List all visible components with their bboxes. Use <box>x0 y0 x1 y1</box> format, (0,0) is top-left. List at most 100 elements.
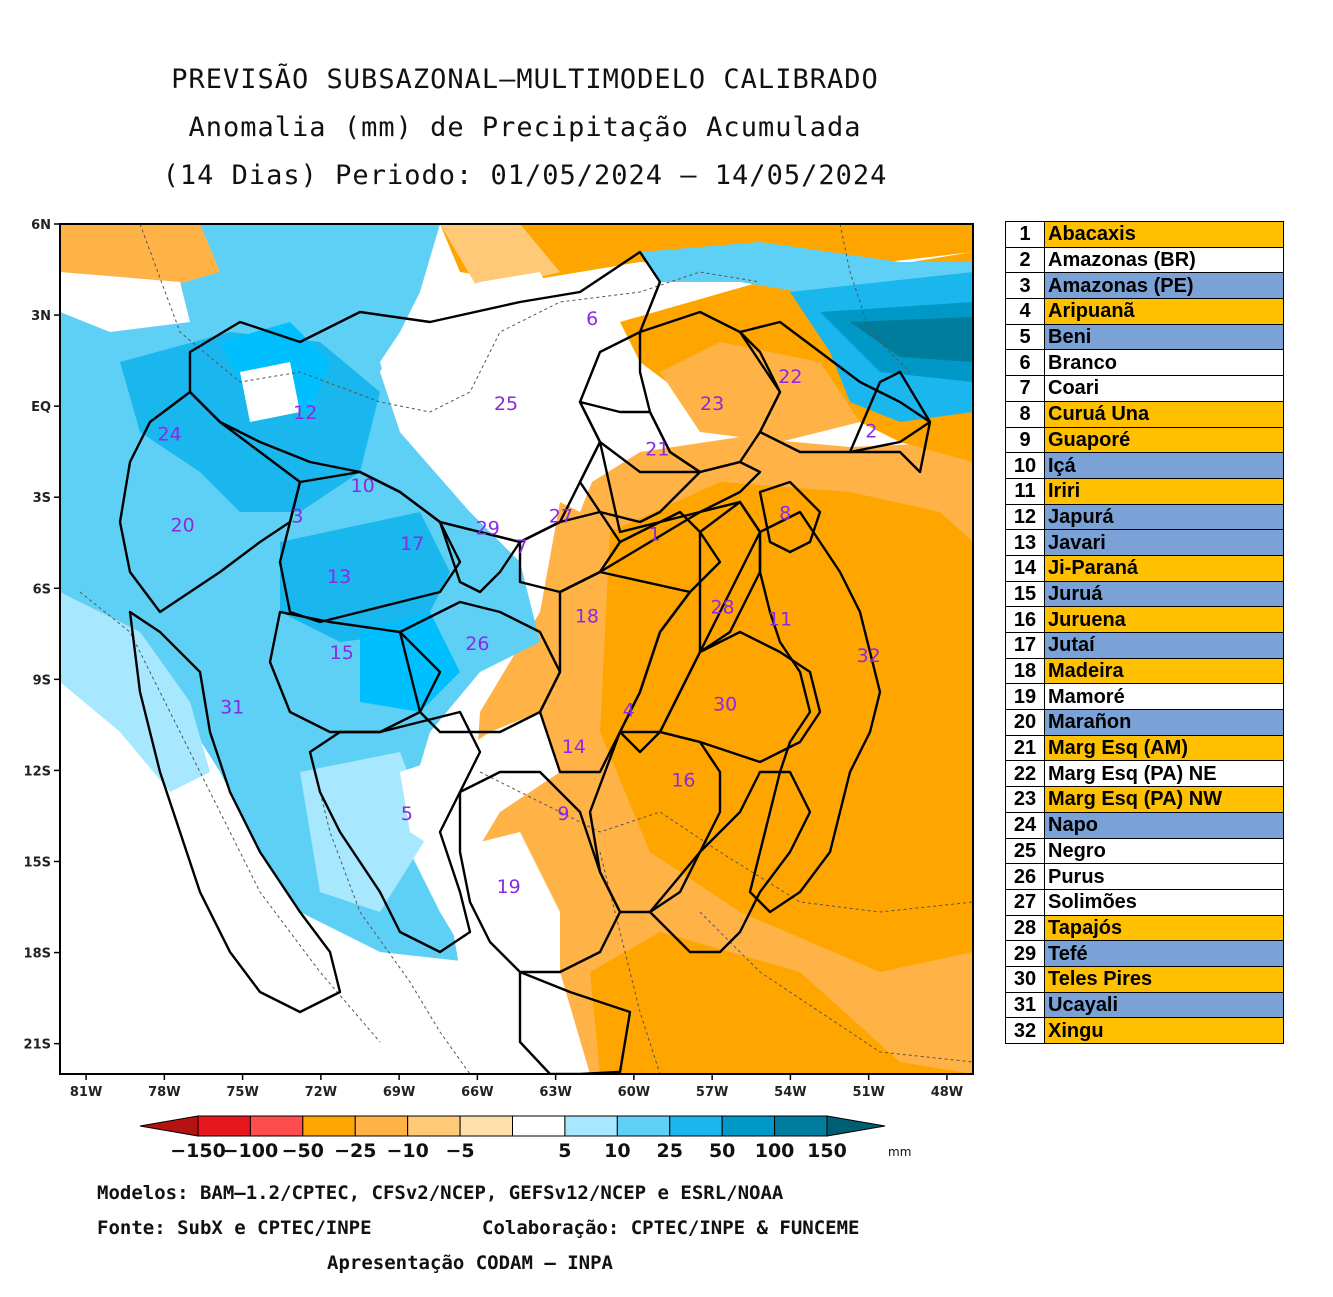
lon-tick-label: 78W <box>148 1085 180 1100</box>
legend-row-9: 9 Guaporé <box>1005 426 1284 454</box>
legend-basin-name: Marg Esq (PA) NW <box>1044 786 1284 813</box>
legend-basin-name: Marañon <box>1044 709 1284 736</box>
legend-number: 6 <box>1005 349 1045 377</box>
legend-number: 14 <box>1005 554 1045 582</box>
colorbar-high-extension <box>826 1115 886 1137</box>
legend-number: 4 <box>1005 298 1045 325</box>
legend-row-14: 14 Ji-Paraná <box>1005 554 1284 582</box>
legend-row-19: 19 Mamoré <box>1005 683 1284 711</box>
legend-row-31: 31 Ucayali <box>1005 991 1284 1019</box>
legend-number: 20 <box>1005 709 1045 736</box>
legend-basin-name: Purus <box>1044 863 1284 890</box>
colorbar-swatch <box>721 1115 776 1137</box>
legend-row-32: 32 Xingu <box>1005 1017 1284 1044</box>
legend-row-12: 12 Japurá <box>1005 503 1284 531</box>
colorbar-swatch <box>197 1115 251 1137</box>
legend-row-3: 3 Amazonas (PE) <box>1005 272 1284 300</box>
legend-row-11: 11 Iriri <box>1005 477 1284 505</box>
legend-number: 23 <box>1005 786 1045 813</box>
legend-basin-name: Javari <box>1044 529 1284 556</box>
basin-label-19: 19 <box>497 876 521 898</box>
basin-label-18: 18 <box>575 606 599 628</box>
colorbar-tick-label: −5 <box>446 1140 475 1162</box>
legend-basin-name: Ji-Paraná <box>1044 554 1284 582</box>
legend-number: 18 <box>1005 657 1045 685</box>
legend-basin-name: Juruá <box>1044 580 1284 608</box>
legend-number: 30 <box>1005 965 1045 993</box>
legend-number: 28 <box>1005 914 1045 942</box>
lon-tick-label: 66W <box>461 1085 493 1100</box>
legend-row-1: 1 Abacaxis <box>1005 221 1284 248</box>
legend-basin-name: Napo <box>1044 811 1284 839</box>
legend-basin-name: Juruena <box>1044 606 1284 633</box>
legend-number: 9 <box>1005 426 1045 454</box>
legend-row-17: 17 Jutaí <box>1005 632 1284 659</box>
legend-row-18: 18 Madeira <box>1005 657 1284 685</box>
basin-label-2: 2 <box>865 420 877 442</box>
presentation-credit: Apresentação CODAM — INPA <box>327 1252 613 1274</box>
basin-label-25: 25 <box>494 393 518 415</box>
legend-number: 21 <box>1005 734 1045 762</box>
legend-row-8: 8 Curuá Una <box>1005 400 1284 428</box>
map-frame <box>59 223 974 1075</box>
legend-row-13: 13 Javari <box>1005 529 1284 556</box>
lon-tick-label: 57W <box>696 1085 728 1100</box>
lat-tick-label: 6S <box>33 582 51 597</box>
basin-label-30: 30 <box>713 694 737 716</box>
basin-label-23: 23 <box>700 393 724 415</box>
colorbar-swatch <box>564 1115 618 1137</box>
lon-tick-label: 48W <box>931 1085 963 1100</box>
legend-row-22: 22 Marg Esq (PA) NE <box>1005 760 1284 788</box>
basin-label-11: 11 <box>768 609 792 631</box>
legend-number: 16 <box>1005 606 1045 633</box>
legend-number: 10 <box>1005 452 1045 479</box>
lat-tick-label: 3S <box>33 491 51 506</box>
models-credit: Modelos: BAM—1.2/CPTEC, CFSv2/NCEP, GEFS… <box>97 1182 784 1204</box>
legend-row-10: 10 Içá <box>1005 452 1284 479</box>
map-canvas: 6N 3N EQ 3S 6S 9S 12S 15S 18S 21S 81W 78W 75W 72W 69W… <box>24 218 974 1100</box>
legend-row-6: 6 Branco <box>1005 349 1284 377</box>
basin-label-15: 15 <box>330 642 354 664</box>
legend-number: 8 <box>1005 400 1045 428</box>
colorbar-swatch <box>512 1115 566 1137</box>
basin-label-21: 21 <box>645 439 669 461</box>
legend-basin-name: Japurá <box>1044 503 1284 531</box>
legend-number: 3 <box>1005 272 1045 300</box>
latitude-axis: 6N 3N EQ 3S 6S 9S 12S 15S 18S 21S <box>24 218 60 1053</box>
colorbar-swatch <box>407 1115 461 1137</box>
basin-label-24: 24 <box>157 423 181 445</box>
legend-number: 24 <box>1005 811 1045 839</box>
basin-legend-table: 1 Abacaxis 2 Amazonas (BR) 3 Amazonas (PE) 4 Ar… <box>1005 221 1284 1044</box>
basin-label-29: 29 <box>476 518 500 540</box>
basin-label-26: 26 <box>465 633 489 655</box>
basin-label-5: 5 <box>401 803 413 825</box>
legend-number: 12 <box>1005 503 1045 531</box>
legend-row-24: 24 Napo <box>1005 811 1284 839</box>
basin-label-17: 17 <box>400 533 424 555</box>
lat-tick-label: 18S <box>24 947 51 962</box>
lon-tick-label: 51W <box>852 1085 884 1100</box>
legend-basin-name: Marg Esq (AM) <box>1044 734 1284 762</box>
precipitation-anomaly-map: 6N 3N EQ 3S 6S 9S 12S 15S 18S 21S 81W 78W 75W 72W 69W… <box>0 212 1000 1112</box>
legend-row-26: 26 Purus <box>1005 863 1284 890</box>
lat-tick-label: 9S <box>33 673 51 688</box>
legend-row-16: 16 Juruena <box>1005 606 1284 633</box>
legend-row-30: 30 Teles Pires <box>1005 965 1284 993</box>
basin-label-20: 20 <box>171 515 195 537</box>
basin-label-6: 6 <box>586 308 598 330</box>
colorbar-tick-label: −50 <box>282 1140 324 1162</box>
lat-tick-label: 12S <box>24 764 51 779</box>
legend-basin-name: Jutaí <box>1044 632 1284 659</box>
legend-basin-name: Negro <box>1044 837 1284 865</box>
lat-tick-label: 3N <box>31 309 51 324</box>
basin-label-31: 31 <box>220 697 244 719</box>
colorbar-swatch <box>669 1115 723 1137</box>
legend-number: 31 <box>1005 991 1045 1019</box>
lon-tick-label: 54W <box>774 1085 806 1100</box>
legend-basin-name: Curuá Una <box>1044 400 1284 428</box>
legend-number: 5 <box>1005 323 1045 351</box>
colorbar-tick-label: 10 <box>604 1140 630 1162</box>
legend-row-28: 28 Tapajós <box>1005 914 1284 942</box>
legend-basin-name: Iriri <box>1044 477 1284 505</box>
lat-tick-label: 6N <box>31 218 51 233</box>
